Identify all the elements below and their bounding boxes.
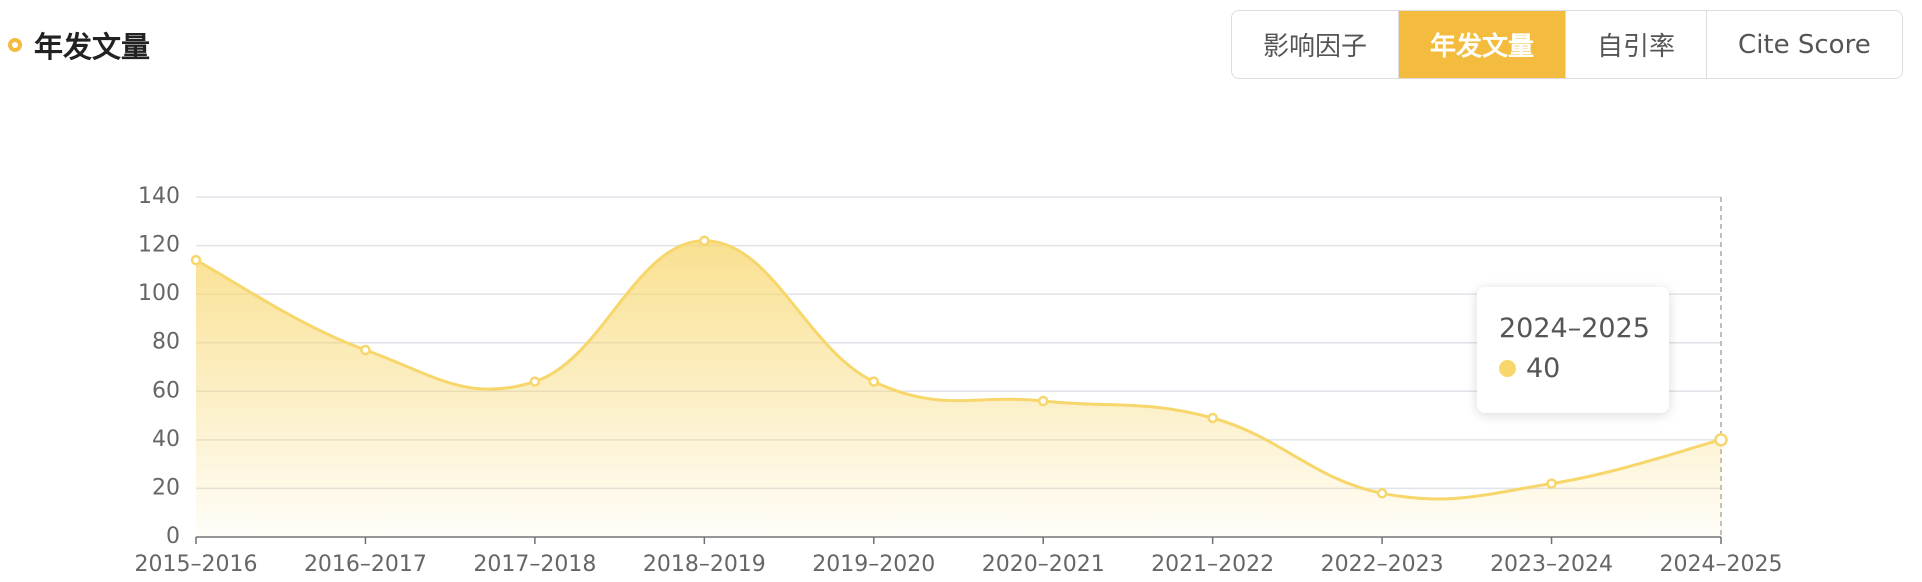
y-tick-label: 0 — [166, 524, 180, 549]
tooltip-row: 40 — [1499, 353, 1560, 384]
point — [1546, 478, 1557, 489]
tab[interactable]: 自引率 — [1565, 11, 1706, 78]
point — [1714, 433, 1728, 447]
point — [1037, 395, 1049, 407]
point — [1376, 488, 1388, 499]
y-tick-label: 140 — [138, 184, 180, 209]
point — [190, 254, 202, 266]
title-icon — [8, 38, 22, 52]
line — [195, 239, 1722, 501]
tab[interactable]: 年发文量 — [1398, 11, 1566, 78]
section-title: 年发文量 — [8, 24, 150, 66]
x-tick-label: 2019–2020 — [812, 552, 935, 577]
tab-bar: 影响因子 年发文量 自引率 Cite Score — [1231, 10, 1903, 79]
x-tick-label: 2021–2022 — [1151, 552, 1274, 577]
tooltip: 2024–2025 40 — [1477, 287, 1669, 413]
point — [868, 376, 880, 387]
x-tick-label: 2023–2024 — [1490, 552, 1613, 577]
x-tick-label: 2018–2019 — [643, 552, 766, 577]
x-tick-label: 2020–2021 — [982, 552, 1105, 577]
y-tick-label: 100 — [138, 281, 180, 306]
y-tick-label: 20 — [152, 475, 180, 500]
area — [196, 240, 1721, 537]
y-tick-label: 80 — [152, 330, 180, 355]
x-tick-label: 2016–2017 — [304, 552, 427, 577]
point — [1207, 412, 1218, 424]
x-tick-label: 2015–2016 — [135, 552, 258, 577]
tab[interactable]: 影响因子 — [1263, 32, 1368, 62]
point — [360, 344, 371, 356]
y-tick-label: 40 — [152, 427, 180, 452]
tooltip-swatch — [1499, 360, 1516, 377]
x-tick-label: 2024–2025 — [1660, 552, 1783, 577]
tooltip-value: 40 — [1526, 353, 1561, 384]
title-text: 年发文量 — [34, 30, 151, 64]
point — [529, 376, 541, 387]
x-tick-label: 2017–2018 — [473, 552, 596, 577]
tab[interactable]: Cite Score — [1706, 11, 1902, 78]
tooltip-category: 2024–2025 — [1499, 313, 1650, 344]
y-tick-label: 120 — [138, 233, 180, 258]
y-tick-label: 60 — [152, 378, 180, 403]
x-tick-label: 2022–2023 — [1321, 552, 1444, 577]
point — [699, 235, 710, 246]
